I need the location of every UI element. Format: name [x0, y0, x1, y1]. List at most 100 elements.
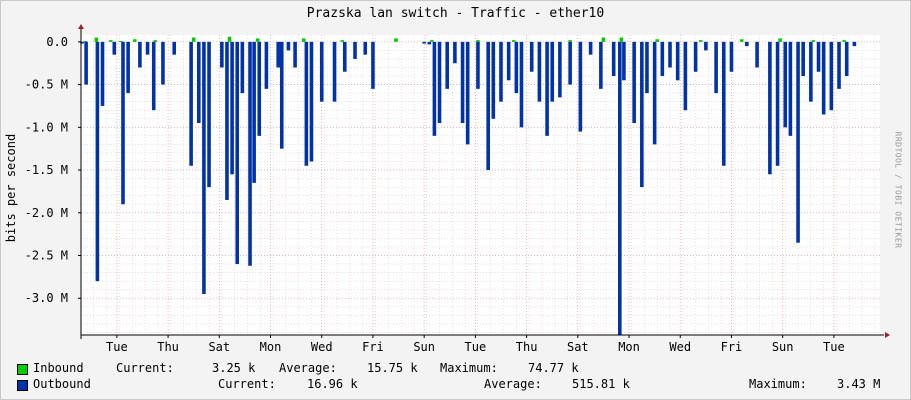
inbound-bar — [568, 40, 572, 42]
outbound-bar — [121, 41, 125, 205]
outbound-bar — [161, 41, 165, 85]
outbound-bar — [588, 41, 593, 55]
outbound-bar — [197, 41, 201, 124]
y-tick-label: 0.0 — [46, 35, 68, 49]
inbound-bar — [619, 37, 624, 42]
outbound-bar — [151, 41, 156, 111]
outbound-bar — [729, 41, 734, 72]
outbound-bar — [668, 41, 672, 68]
inbound-bar — [655, 39, 659, 42]
y-tick-label: -1.0 M — [25, 120, 68, 134]
outbound-bar — [304, 41, 309, 166]
legend-inbound: Inbound Current: 3.25 k Average: 15.75 k… — [0, 361, 911, 377]
inbound-bar — [83, 40, 87, 42]
x-tick-label: Mon — [618, 340, 640, 354]
outbound-bar — [622, 41, 626, 81]
outbound-bar — [235, 41, 240, 265]
inbound-bar — [394, 38, 398, 42]
x-tick-label: Wed — [669, 340, 691, 354]
outbound-bar — [816, 41, 821, 72]
outbound-bar — [821, 41, 826, 115]
outbound-bar — [788, 41, 793, 136]
outbound-bar — [714, 41, 718, 94]
outbound-bar — [126, 41, 130, 94]
outbound-bar — [775, 41, 780, 166]
outbound-bar — [252, 41, 256, 183]
outbound-average-value: 515.81 k — [572, 377, 630, 391]
outbound-bar — [537, 41, 542, 102]
x-tick-label: Sun — [772, 340, 794, 354]
inbound-bar — [255, 38, 260, 42]
outbound-name: Outbound — [33, 377, 91, 391]
inbound-bar — [778, 38, 782, 42]
outbound-bar — [755, 41, 759, 68]
outbound-bar — [189, 41, 193, 166]
outbound-bar — [721, 41, 726, 166]
inbound-average-label: Average: — [279, 361, 337, 375]
outbound-bar — [618, 41, 622, 335]
inbound-bar — [601, 37, 606, 42]
outbound-bar — [225, 41, 229, 200]
inbound-bar — [108, 40, 113, 42]
outbound-bar — [80, 41, 84, 44]
outbound-bar — [829, 41, 834, 111]
graph-title: Prazska lan switch - Traffic - ether10 — [306, 6, 605, 21]
outbound-bar — [796, 41, 800, 243]
outbound-bar — [240, 41, 245, 94]
outbound-current-value: 16.96 k — [307, 377, 358, 391]
x-tick-label: Fri — [721, 340, 743, 354]
outbound-bar — [809, 41, 813, 102]
outbound-swatch — [17, 380, 28, 391]
y-axis-arrow — [78, 24, 84, 29]
inbound-bar — [94, 37, 99, 42]
inbound-bar — [739, 39, 744, 42]
y-tick-label: -1.5 M — [25, 163, 68, 177]
x-tick-label: Fri — [362, 340, 384, 354]
outbound-bar — [645, 41, 649, 94]
outbound-maximum-label: Maximum: — [749, 377, 807, 391]
x-tick-label: Sun — [413, 340, 435, 354]
outbound-bar — [371, 41, 375, 89]
inbound-bar — [511, 40, 516, 42]
x-tick-label: Thu — [516, 340, 538, 354]
outbound-bar — [519, 41, 524, 128]
outbound-bar — [230, 41, 234, 175]
outbound-bar — [652, 41, 657, 145]
outbound-bar — [568, 41, 572, 85]
x-tick-label: Tue — [823, 340, 845, 354]
outbound-bar — [768, 41, 772, 175]
outbound-bar — [437, 41, 442, 124]
outbound-bar — [852, 41, 857, 47]
outbound-bar — [476, 41, 480, 89]
inbound-bar — [132, 39, 137, 42]
inbound-bar — [302, 38, 306, 42]
y-tick-label: -2.0 M — [25, 206, 68, 220]
outbound-bar — [578, 41, 583, 132]
outbound-bar — [683, 41, 688, 111]
outbound-bar — [286, 41, 291, 51]
x-tick-label: Tue — [465, 340, 487, 354]
inbound-current-label: Current: — [116, 361, 174, 375]
outbound-bar — [319, 41, 324, 102]
outbound-bar — [611, 41, 616, 77]
y-tick-label: -0.5 M — [25, 78, 68, 92]
outbound-bar — [279, 41, 284, 149]
x-tick-label: Tue — [106, 340, 128, 354]
outbound-bar — [145, 41, 150, 55]
outbound-bar — [506, 41, 511, 81]
legend-outbound: Outbound Current: 16.96 k Average: 515.8… — [0, 377, 911, 393]
inbound-bar — [842, 40, 846, 42]
outbound-bar — [460, 41, 465, 124]
outbound-bar — [558, 41, 562, 98]
outbound-bar — [675, 41, 680, 81]
outbound-bar — [220, 41, 224, 68]
outbound-bar — [422, 41, 426, 44]
outbound-bar — [465, 41, 470, 145]
outbound-bar — [783, 41, 788, 128]
outbound-bar — [172, 41, 177, 55]
outbound-bar — [332, 41, 337, 102]
outbound-bar — [432, 41, 437, 136]
outbound-bar — [95, 41, 100, 282]
outbound-bar — [202, 41, 206, 294]
outbound-bar — [276, 41, 280, 68]
